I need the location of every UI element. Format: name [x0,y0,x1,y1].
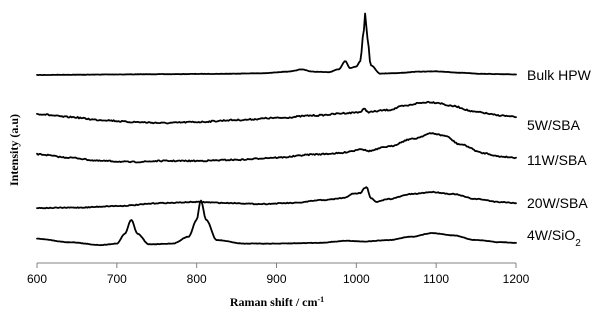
spectrum-line [36,132,517,164]
y-axis-title: Intensity (a.u) [7,114,21,186]
series-label-subscript: 2 [575,238,581,249]
series-label: 5W/SBA [527,117,581,133]
series-label-text: Bulk HPW [527,67,592,83]
series-labels-group: Bulk HPW 5W/SBA 11W/SBA 20W/SBA 4W/SiO2 [527,67,592,249]
x-tick-label: 900 [266,272,286,286]
x-tick-label: 1100 [423,272,449,286]
series-label-text: 20W/SBA [527,195,588,211]
x-axis-ticks: 600 700 800 900 1000 1100 1200 [27,263,530,286]
spectra-group [36,12,517,247]
spectrum-line [36,186,517,210]
spectrum-line [36,199,517,247]
series-label-text: 11W/SBA [527,152,587,168]
x-axis-title-superscript: -1 [318,295,325,304]
x-tick-label: 1200 [503,272,530,286]
x-tick-label: 600 [27,272,47,286]
series-label-text: 5W/SBA [527,117,581,133]
series-label-text: 4W/SiO [527,227,575,243]
x-tick-label: 700 [107,272,127,286]
x-axis-title-text: Raman shift / cm [230,295,318,309]
x-axis-title: Raman shift / cm-1 [230,295,324,310]
x-tick-label: 1000 [343,272,370,286]
series-label: 11W/SBA [527,152,587,168]
x-tick-label: 800 [187,272,207,286]
series-label: Bulk HPW [527,67,592,83]
spectrum-line [36,100,517,125]
spectrum-line [36,12,517,76]
series-label: 4W/SiO2 [527,227,581,249]
series-label: 20W/SBA [527,195,588,211]
